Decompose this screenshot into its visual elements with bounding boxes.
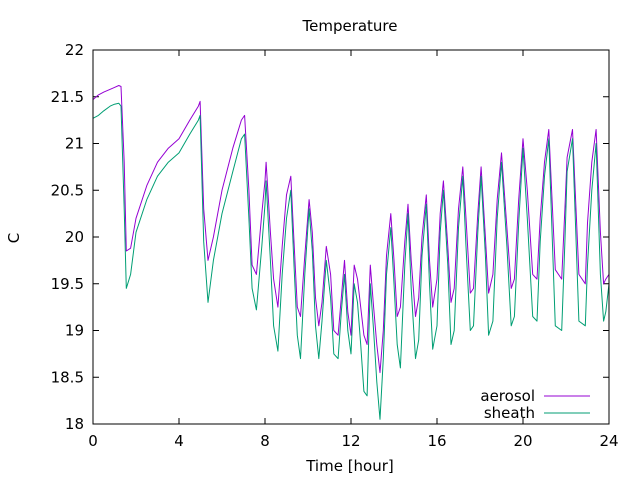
x-tick-label: 20: [513, 432, 532, 450]
series-line-sheath: [92, 102, 610, 420]
x-tick-label: 8: [260, 432, 270, 450]
x-tick-label: 16: [427, 432, 446, 450]
x-tick-label: 12: [341, 432, 360, 450]
legend-label-sheath: sheath: [484, 404, 535, 422]
axis-ticks: 0 4 8 12 16 20 24 18 18.5 19 19.5 20 20.5 21 21.5 22: [51, 41, 619, 450]
y-tick-label: 21.5: [51, 88, 84, 106]
plot-frame: [92, 49, 610, 425]
y-tick-label: 19: [65, 322, 84, 340]
x-tick-label: 0: [88, 432, 98, 450]
y-tick-label: 18.5: [51, 368, 84, 386]
x-tick-label: 24: [599, 432, 618, 450]
y-axis-label: C: [5, 233, 23, 243]
legend-label-aerosol: aerosol: [480, 387, 535, 405]
y-tick-label: 19.5: [51, 275, 84, 293]
chart-title: Temperature: [301, 17, 397, 35]
y-tick-label: 21: [65, 135, 84, 153]
x-tick-label: 4: [174, 432, 184, 450]
y-tick-label: 20: [65, 228, 84, 246]
x-axis-label: Time [hour]: [305, 457, 394, 475]
y-tick-label: 20.5: [51, 181, 84, 199]
series-line-aerosol: [92, 85, 610, 374]
y-tick-label: 22: [65, 41, 84, 59]
plot-series: [92, 85, 610, 420]
y-tick-label: 18: [65, 415, 84, 433]
